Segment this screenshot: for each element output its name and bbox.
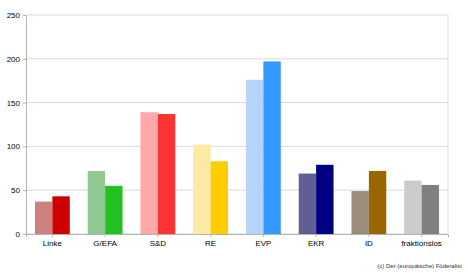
x-tick: EKR bbox=[308, 234, 325, 248]
bar bbox=[52, 196, 69, 234]
x-tick-label: G/EFA bbox=[93, 239, 117, 248]
x-tick-mark bbox=[210, 234, 211, 237]
x-tick: EVP bbox=[255, 234, 271, 248]
grid-line bbox=[26, 58, 448, 59]
y-tick-mark bbox=[23, 190, 26, 191]
x-tick-label: fraktionslos bbox=[401, 239, 441, 248]
y-tick-mark bbox=[23, 146, 26, 147]
x-tick-mark bbox=[316, 234, 317, 237]
x-tick-mark bbox=[157, 234, 158, 237]
bar bbox=[105, 186, 122, 234]
y-tick-label: 100 bbox=[7, 142, 21, 151]
y-tick: 250 bbox=[7, 11, 26, 20]
y-tick-mark bbox=[23, 59, 26, 60]
bar bbox=[35, 202, 52, 234]
x-tick-label: EVP bbox=[255, 239, 271, 248]
x-tick-mark bbox=[263, 234, 264, 237]
chart: 0 50 100 150 200 250 Linke G/EFA S&D RE EVP EKR ID fr… bbox=[0, 0, 468, 273]
bar bbox=[211, 161, 228, 234]
y-tick: 200 bbox=[7, 55, 26, 64]
x-tick: RE bbox=[205, 234, 216, 248]
bar bbox=[158, 114, 175, 234]
grid-line bbox=[26, 102, 448, 103]
x-tick: G/EFA bbox=[93, 234, 117, 248]
y-tick-mark bbox=[23, 234, 26, 235]
bar bbox=[316, 165, 333, 234]
bar bbox=[193, 145, 210, 234]
y-tick-label: 200 bbox=[7, 55, 21, 64]
annotation: (c) Der (europäische) Föderalist bbox=[377, 263, 462, 269]
x-tick-label: S&D bbox=[150, 239, 167, 248]
x-tick-mark bbox=[368, 234, 369, 237]
x-tick-label: EKR bbox=[308, 239, 325, 248]
y-tick-label: 0 bbox=[16, 230, 21, 239]
x-tick: fraktionslos bbox=[401, 234, 441, 248]
bar bbox=[299, 174, 316, 234]
grid-line bbox=[26, 146, 448, 147]
bar bbox=[369, 171, 386, 234]
y-tick-label: 250 bbox=[7, 11, 21, 20]
x-axis-line bbox=[27, 235, 449, 238]
y-tick-mark bbox=[23, 15, 26, 16]
bar bbox=[263, 61, 280, 234]
x-axis: Linke G/EFA S&D RE EVP EKR ID fraktionslos bbox=[27, 234, 449, 248]
y-axis-line bbox=[23, 16, 27, 235]
x-tick-mark bbox=[421, 234, 422, 237]
y-tick: 50 bbox=[11, 186, 26, 195]
bar bbox=[422, 185, 439, 234]
y-tick: 100 bbox=[7, 142, 26, 151]
bar bbox=[88, 171, 105, 234]
x-tick-label: RE bbox=[205, 239, 216, 248]
bar bbox=[246, 80, 263, 234]
grid-line bbox=[26, 15, 448, 16]
y-tick-label: 150 bbox=[7, 99, 21, 108]
y-tick: 150 bbox=[7, 99, 26, 108]
x-tick-label: Linke bbox=[43, 239, 63, 248]
plot: 0 50 100 150 200 250 Linke G/EFA S&D RE EVP EKR ID fr… bbox=[7, 11, 449, 248]
frame-right bbox=[448, 15, 449, 234]
x-tick-label: ID bbox=[365, 239, 373, 248]
x-tick-mark bbox=[105, 234, 106, 237]
y-tick-mark bbox=[23, 103, 26, 104]
bars bbox=[35, 61, 439, 234]
x-tick: ID bbox=[365, 234, 373, 248]
bar bbox=[404, 181, 421, 234]
bar bbox=[351, 191, 368, 234]
x-tick-mark bbox=[52, 234, 53, 237]
grid bbox=[26, 15, 448, 234]
x-tick: S&D bbox=[150, 234, 167, 248]
bar bbox=[140, 112, 157, 234]
x-tick: Linke bbox=[43, 234, 63, 248]
y-axis: 0 50 100 150 200 250 bbox=[7, 11, 27, 239]
y-tick: 0 bbox=[16, 230, 26, 239]
y-tick-label: 50 bbox=[11, 186, 20, 195]
